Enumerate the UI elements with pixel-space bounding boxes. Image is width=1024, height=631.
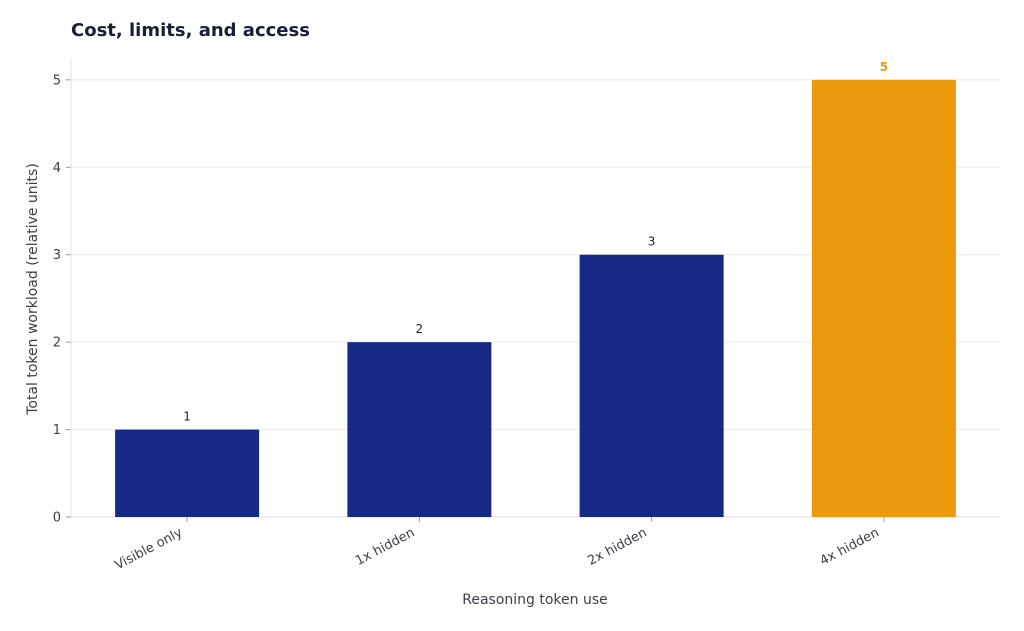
data-labels: 1 2 3 5	[183, 60, 888, 424]
bar-2x-hidden	[579, 254, 724, 517]
x-tick-label: 1x hidden	[353, 525, 417, 569]
data-label: 1	[183, 410, 191, 424]
x-tick-label: 2x hidden	[585, 525, 649, 569]
x-axis-title: Reasoning token use	[462, 592, 608, 608]
y-tick-label: 0	[53, 511, 61, 526]
x-tick-label: 4x hidden	[818, 525, 882, 569]
y-tick-label: 5	[53, 73, 61, 88]
y-axis-title: Total token workload (relative units)	[25, 163, 41, 416]
data-label: 2	[416, 322, 424, 336]
x-tick-label: Visible only	[113, 525, 186, 573]
bars	[115, 79, 956, 517]
y-tick-label: 2	[53, 336, 61, 351]
bar-4x-hidden	[811, 79, 956, 517]
data-label: 3	[648, 235, 656, 249]
bar-1x-hidden	[347, 342, 492, 517]
y-tick-label: 1	[53, 423, 61, 438]
y-tick-label: 4	[53, 161, 61, 176]
y-tick-label: 3	[53, 248, 61, 263]
chart-title: Cost, limits, and access	[71, 20, 310, 41]
bar-visible-only	[115, 429, 260, 517]
data-label: 5	[880, 60, 888, 74]
